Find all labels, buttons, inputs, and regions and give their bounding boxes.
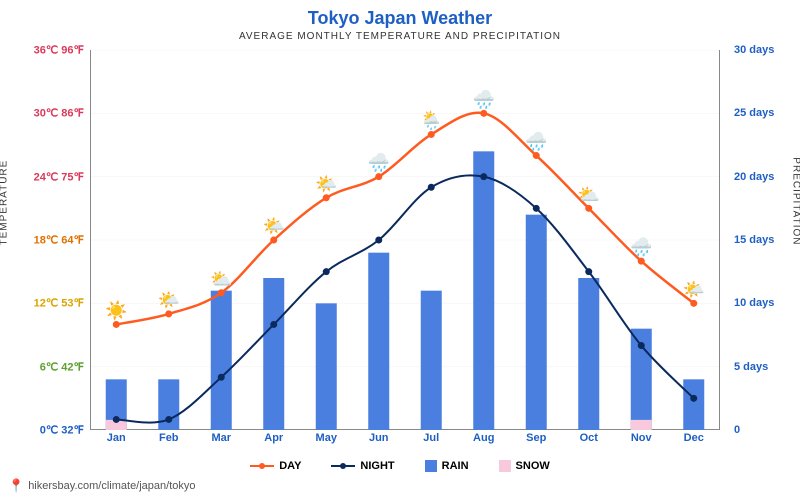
night-line [116, 175, 694, 422]
attribution-text: hikersbay.com/climate/japan/tokyo [28, 480, 195, 492]
night-marker [113, 416, 120, 423]
day-marker [218, 289, 225, 296]
day-line [116, 113, 694, 325]
y-right-tick: 10 days [734, 297, 774, 309]
x-tick-month: May [300, 432, 353, 452]
weather-icon: 🌤️ [683, 279, 705, 299]
night-marker [375, 237, 382, 244]
y-left-ticks: 0℃ 32℉6℃ 42℉12℃ 53℉18℃ 64℉24℃ 75℉30℃ 86℉… [0, 50, 88, 430]
rain-bar [368, 253, 389, 430]
weather-icon: ⛅ [210, 269, 232, 289]
x-tick-month: Oct [563, 432, 616, 452]
weather-icon: ☀️ [105, 299, 127, 321]
x-tick-month: Dec [668, 432, 721, 452]
y-left-tick: 12℃ 53℉ [34, 297, 84, 310]
rain-bar [473, 151, 494, 430]
rain-bar [683, 379, 704, 430]
weather-icon: 🌧️ [630, 236, 652, 258]
x-tick-month: Jun [353, 432, 406, 452]
rain-bar [263, 278, 284, 430]
day-marker [270, 237, 277, 244]
night-marker [270, 321, 277, 328]
legend-snow: SNOW [499, 460, 550, 472]
x-tick-month: Aug [458, 432, 511, 452]
weather-chart: Tokyo Japan Weather AVERAGE MONTHLY TEMP… [0, 0, 800, 500]
chart-title: Tokyo Japan Weather [0, 0, 800, 29]
weather-icon: 🌤️ [158, 290, 180, 310]
night-marker [323, 268, 330, 275]
rain-bar [421, 291, 442, 430]
y-left-tick: 30℃ 86℉ [34, 107, 84, 120]
rain-bar [211, 291, 232, 430]
day-marker [690, 300, 697, 307]
legend: DAY NIGHT RAIN SNOW [0, 460, 800, 472]
day-marker [323, 194, 330, 201]
legend-day: DAY [250, 460, 301, 472]
x-tick-month: Jul [405, 432, 458, 452]
weather-icon: ⛅ [578, 184, 600, 204]
y-right-ticks: 05 days10 days15 days20 days25 days30 da… [730, 50, 800, 430]
y-left-tick: 24℃ 75℉ [34, 170, 84, 183]
day-marker [428, 131, 435, 138]
y-right-tick: 5 days [734, 361, 768, 373]
y-right-tick: 0 [734, 424, 740, 436]
y-right-tick: 15 days [734, 234, 774, 246]
night-marker [165, 416, 172, 423]
night-marker [533, 205, 540, 212]
rain-bar [316, 303, 337, 430]
weather-icon: 🌧️ [525, 131, 547, 153]
y-left-tick: 36℃ 96℉ [34, 44, 84, 57]
weather-icon: 🌧️ [368, 152, 390, 174]
x-tick-month: Apr [248, 432, 301, 452]
x-tick-month: Feb [143, 432, 196, 452]
weather-icon: 🌧️ [473, 88, 495, 110]
snow-bar [631, 420, 652, 430]
weather-icon: 🌦️ [420, 109, 442, 131]
rain-bar [578, 278, 599, 430]
legend-night: NIGHT [331, 460, 394, 472]
day-marker [585, 205, 592, 212]
y-right-tick: 25 days [734, 107, 774, 119]
night-marker [218, 374, 225, 381]
day-marker [165, 310, 172, 317]
night-marker [690, 395, 697, 402]
day-marker [113, 321, 120, 328]
day-marker [533, 152, 540, 159]
night-marker [428, 184, 435, 191]
night-marker [480, 173, 487, 180]
y-left-tick: 6℃ 42℉ [40, 360, 84, 373]
x-tick-month: Jan [90, 432, 143, 452]
legend-rain: RAIN [425, 460, 469, 472]
rain-bar [526, 215, 547, 430]
night-marker [638, 342, 645, 349]
x-axis-months: JanFebMarAprMayJunJulAugSepOctNovDec [90, 432, 720, 452]
y-right-tick: 30 days [734, 44, 774, 56]
x-tick-month: Mar [195, 432, 248, 452]
day-marker [638, 258, 645, 265]
weather-icon: 🌤️ [263, 216, 285, 236]
plot-area: ☀️ 🌤️ ⛅ 🌤️ 🌤️ 🌧️ 🌦️ 🌧️ 🌧️ ⛅ 🌧️ 🌤️ [90, 50, 720, 430]
y-left-tick: 18℃ 64℉ [34, 234, 84, 247]
chart-subtitle: AVERAGE MONTHLY TEMPERATURE AND PRECIPIT… [0, 31, 800, 42]
day-marker [480, 110, 487, 117]
y-right-tick: 20 days [734, 171, 774, 183]
weather-icon: 🌤️ [315, 174, 337, 194]
night-marker [585, 268, 592, 275]
y-left-tick: 0℃ 32℉ [40, 424, 84, 437]
x-tick-month: Nov [615, 432, 668, 452]
map-pin-icon: 📍 [8, 478, 24, 494]
x-tick-month: Sep [510, 432, 563, 452]
attribution: 📍 hikersbay.com/climate/japan/tokyo [8, 478, 196, 494]
day-marker [375, 173, 382, 180]
